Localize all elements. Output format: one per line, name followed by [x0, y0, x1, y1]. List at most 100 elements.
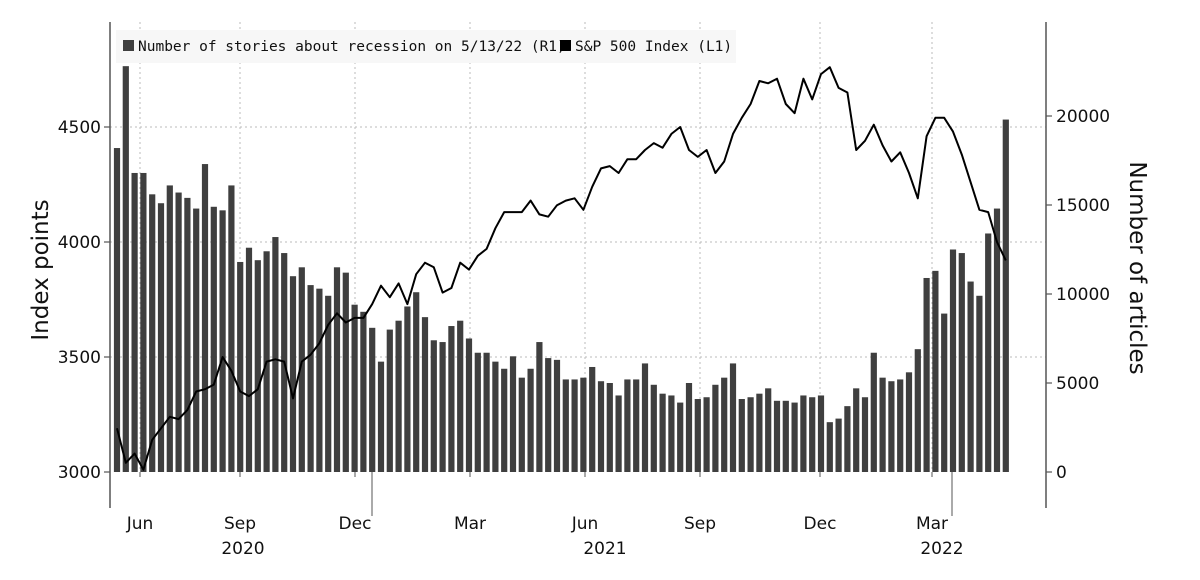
year-label: 2022 [920, 539, 963, 559]
bar [509, 356, 517, 472]
bar [298, 267, 305, 472]
bar [553, 359, 561, 472]
bar [377, 361, 385, 472]
bar [351, 304, 358, 472]
year-label: 2020 [221, 539, 264, 559]
bar [219, 210, 226, 472]
bar [492, 361, 499, 472]
bar [483, 352, 490, 472]
bar [254, 260, 261, 472]
bar [465, 338, 473, 472]
bar [993, 208, 1001, 472]
legend: Number of stories about recession on 5/1… [116, 30, 736, 63]
bar [958, 253, 965, 472]
bar [210, 206, 217, 472]
bar [773, 400, 781, 472]
bar [729, 363, 737, 472]
bar [756, 393, 763, 472]
bar [597, 381, 605, 472]
bar [386, 329, 393, 472]
bar [325, 295, 332, 472]
bar [897, 379, 904, 472]
bar [809, 397, 816, 472]
sp500-line [116, 66, 1007, 471]
bar [175, 192, 182, 473]
bar [985, 233, 992, 472]
bar [949, 249, 957, 472]
bar [307, 285, 314, 472]
legend-bars-label: Number of stories about recession on 5/1… [138, 39, 566, 55]
left-tick-label: 3500 [58, 348, 101, 368]
month-tick-label: Sep [684, 514, 716, 534]
bar [861, 397, 869, 472]
bar [166, 185, 173, 473]
bar [888, 381, 895, 472]
bar [853, 388, 860, 472]
bar [430, 340, 437, 472]
month-tick-label: Jun [571, 514, 599, 534]
bar [782, 400, 789, 472]
bar [360, 311, 367, 472]
right-tick-label: 0 [1056, 463, 1067, 483]
legend-line-swatch [560, 40, 571, 51]
month-tick-label: Mar [454, 514, 486, 534]
bar [624, 379, 631, 472]
bar [289, 276, 297, 472]
bar [113, 148, 121, 473]
bar [747, 397, 754, 472]
bar [765, 388, 772, 472]
bar [149, 194, 156, 472]
bar [342, 272, 349, 472]
bar [439, 342, 446, 472]
legend-background [116, 30, 736, 63]
bar [879, 377, 886, 472]
bar [589, 366, 596, 472]
axes: 3000 3500 4000 4500 0 5000 10000 15000 20000 Jun S… [58, 22, 1110, 559]
bar [703, 397, 710, 472]
bar [157, 203, 165, 472]
bar [193, 208, 200, 472]
bar [976, 295, 983, 472]
bar [712, 384, 719, 472]
bar [527, 368, 534, 472]
bar [685, 383, 693, 472]
bar [245, 247, 253, 472]
bar [1002, 119, 1009, 472]
gridlines [110, 22, 1046, 472]
bar [201, 164, 209, 472]
bar [413, 292, 420, 472]
left-tick-label: 4000 [58, 233, 101, 253]
bar [228, 185, 235, 473]
bar [844, 406, 851, 472]
bar [641, 363, 649, 472]
bar [571, 379, 578, 472]
right-tick-label: 10000 [1056, 285, 1110, 305]
bar [914, 349, 921, 472]
bar [272, 237, 279, 472]
bar-series [113, 66, 1009, 473]
bar [421, 317, 429, 472]
bar [835, 418, 842, 472]
month-tick-label: Sep [224, 514, 256, 534]
line-series [116, 66, 1007, 471]
bar [941, 313, 948, 472]
bar [457, 320, 464, 472]
legend-line-label: S&P 500 Index (L1) [575, 39, 732, 55]
bar [369, 327, 376, 472]
bar [615, 395, 622, 472]
bar [536, 342, 543, 472]
bar [237, 261, 244, 472]
bar [448, 326, 455, 472]
bar [404, 306, 411, 472]
bar [545, 358, 552, 472]
bar [131, 172, 138, 472]
year-label: 2021 [583, 539, 626, 559]
bar [316, 288, 323, 472]
bar [650, 384, 657, 472]
bar [395, 320, 402, 472]
right-tick-label: 5000 [1056, 374, 1099, 394]
month-tick-label: Mar [916, 514, 948, 534]
bar [140, 172, 147, 472]
